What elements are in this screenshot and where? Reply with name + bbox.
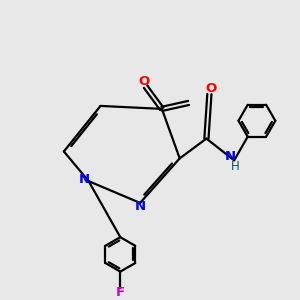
Text: H: H <box>231 160 240 173</box>
Text: F: F <box>116 286 125 299</box>
Text: N: N <box>79 173 90 186</box>
Text: N: N <box>134 200 146 213</box>
Text: O: O <box>138 75 150 88</box>
Text: N: N <box>225 150 236 163</box>
Text: O: O <box>205 82 217 95</box>
